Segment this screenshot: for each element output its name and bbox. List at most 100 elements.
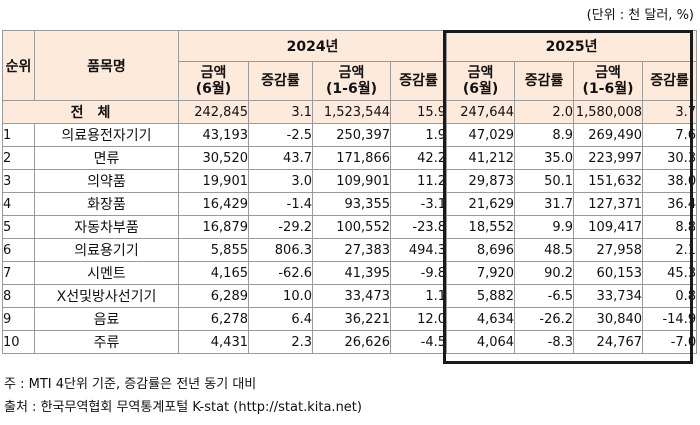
value-cell: 16,429 xyxy=(178,192,249,216)
header-item: 품목명 xyxy=(34,30,179,101)
value-cell: 26,626 xyxy=(312,330,391,354)
total-value: 3.1 xyxy=(248,100,313,124)
value-cell: 50.1 xyxy=(514,169,575,193)
header-growth-h1-2025: 증감률 xyxy=(642,61,698,101)
value-cell: 24,767 xyxy=(573,330,644,354)
table-row: 7 시멘트 4,165 -62.6 41,395 -9.8 7,920 90.2 60,153 4… xyxy=(2,261,698,285)
value-cell: 12.0 xyxy=(389,307,448,331)
value-cell: 93,355 xyxy=(312,192,391,216)
item-name-cell: 자동차부품 xyxy=(34,215,179,239)
value-cell: 10.0 xyxy=(248,284,313,308)
header-amount-h1-2025: 금액 (1-6월) xyxy=(573,61,644,101)
export-stats-table: 순위 품목명 2024년 2025년 금액 (6월) 증감률 금액 (1-6월) 증… xyxy=(2,30,698,354)
total-value: 1,580,008 xyxy=(573,100,644,124)
rank-cell: 7 xyxy=(2,261,35,285)
value-cell: -9.8 xyxy=(389,261,448,285)
value-cell: 36,221 xyxy=(312,307,391,331)
value-cell: 16,879 xyxy=(178,215,249,239)
rank-cell: 5 xyxy=(2,215,35,239)
value-cell: 33,473 xyxy=(312,284,391,308)
value-cell: 7,920 xyxy=(446,261,516,285)
header-row-metrics: 금액 (6월) 증감률 금액 (1-6월) 증감률 금액 (6월) 증감률 금액 (1-… xyxy=(3,61,698,101)
value-cell: 151,632 xyxy=(573,169,644,193)
value-cell: 43.7 xyxy=(248,146,313,170)
value-cell: 30,840 xyxy=(573,307,644,331)
rank-cell: 4 xyxy=(2,192,35,216)
value-cell: 1.9 xyxy=(389,123,448,147)
value-cell: 1.1 xyxy=(389,284,448,308)
table-row: 4 화장품 16,429 -1.4 93,355 -3.1 21,629 31.7 127,37… xyxy=(2,192,698,216)
value-cell: -23.8 xyxy=(389,215,448,239)
value-cell: 5,882 xyxy=(446,284,516,308)
value-cell: 7.6 xyxy=(642,123,698,147)
header-amount-june-2025: 금액 (6월) xyxy=(446,61,516,101)
value-cell: 29,873 xyxy=(446,169,516,193)
value-cell: 33,734 xyxy=(573,284,644,308)
value-cell: 27,383 xyxy=(312,238,391,262)
value-cell: 8,696 xyxy=(446,238,516,262)
value-cell: 2.3 xyxy=(248,330,313,354)
rank-cell: 1 xyxy=(2,123,35,147)
value-cell: 100,552 xyxy=(312,215,391,239)
total-value: 15.9 xyxy=(389,100,448,124)
value-cell: -8.3 xyxy=(514,330,575,354)
value-cell: 2.1 xyxy=(642,238,698,262)
header-growth-h1-2024: 증감률 xyxy=(389,61,448,101)
table-row: 1 의료용전자기기 43,193 -2.5 250,397 1.9 47,029 8.9 269… xyxy=(2,123,698,147)
value-cell: 269,490 xyxy=(573,123,644,147)
footnote-note: 주 : MTI 4단위 기준, 증감률은 전년 동기 대비 xyxy=(4,377,257,392)
item-name-cell: 시멘트 xyxy=(34,261,179,285)
item-name-cell: 화장품 xyxy=(34,192,179,216)
header-year-2024: 2024년 xyxy=(177,30,448,62)
header-year-2025: 2025년 xyxy=(446,30,698,62)
item-name-cell: 의료용기기 xyxy=(34,238,179,262)
unit-note: (단위 : 천 달러, %) xyxy=(586,8,694,23)
rank-cell: 9 xyxy=(2,307,35,331)
value-cell: 31.7 xyxy=(514,192,575,216)
table-row: 5 자동차부품 16,879 -29.2 100,552 -23.8 18,552 9.9 10… xyxy=(2,215,698,239)
value-cell: -3.1 xyxy=(389,192,448,216)
table-row: 2 면류 30,520 43.7 171,866 42.2 41,212 35.0 223,99… xyxy=(2,146,698,170)
rank-cell: 2 xyxy=(2,146,35,170)
rank-cell: 6 xyxy=(2,238,35,262)
value-cell: 27,958 xyxy=(573,238,644,262)
value-cell: 806.3 xyxy=(248,238,313,262)
value-cell: 19,901 xyxy=(178,169,249,193)
value-cell: -6.5 xyxy=(514,284,575,308)
value-cell: 3.0 xyxy=(248,169,313,193)
value-cell: 43,193 xyxy=(178,123,249,147)
value-cell: 41,395 xyxy=(312,261,391,285)
value-cell: 109,417 xyxy=(573,215,644,239)
value-cell: 4,634 xyxy=(446,307,516,331)
value-cell: 41,212 xyxy=(446,146,516,170)
total-row: 전 체 242,845 3.1 1,523,544 15.9 247,644 2… xyxy=(2,100,698,124)
value-cell: 60,153 xyxy=(573,261,644,285)
value-cell: 11.2 xyxy=(389,169,448,193)
item-name-cell: 음료 xyxy=(34,307,179,331)
value-cell: 6.4 xyxy=(248,307,313,331)
value-cell: 9.9 xyxy=(514,215,575,239)
total-value: 1,523,544 xyxy=(312,100,391,124)
header-amount-h1-2024: 금액 (1-6월) xyxy=(312,61,391,101)
rank-cell: 3 xyxy=(2,169,35,193)
value-cell: 42.2 xyxy=(389,146,448,170)
value-cell: 48.5 xyxy=(514,238,575,262)
item-name-cell: X선및방사선기기 xyxy=(34,284,179,308)
total-label: 전 체 xyxy=(2,100,179,124)
value-cell: 36.4 xyxy=(642,192,698,216)
total-value: 242,845 xyxy=(178,100,249,124)
value-cell: 90.2 xyxy=(514,261,575,285)
value-cell: 38.0 xyxy=(642,169,698,193)
table-row: 9 음료 6,278 6.4 36,221 12.0 4,634 -26.2 30,840 -14… xyxy=(2,307,698,331)
rank-cell: 8 xyxy=(2,284,35,308)
total-value: 247,644 xyxy=(446,100,516,124)
value-cell: -1.4 xyxy=(248,192,313,216)
total-value: 2.0 xyxy=(514,100,575,124)
value-cell: 8.8 xyxy=(642,215,698,239)
value-cell: 109,901 xyxy=(312,169,391,193)
value-cell: 171,866 xyxy=(312,146,391,170)
total-value: 3.7 xyxy=(642,100,698,124)
value-cell: 4,431 xyxy=(178,330,249,354)
value-cell: -26.2 xyxy=(514,307,575,331)
value-cell: 6,278 xyxy=(178,307,249,331)
